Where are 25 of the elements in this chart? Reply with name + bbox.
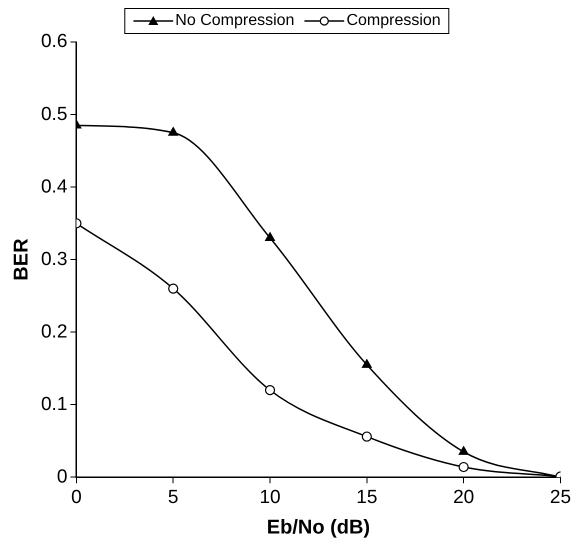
point [458, 446, 469, 455]
y-tick-label: 0.3 [40, 248, 68, 270]
point [264, 385, 276, 396]
point [458, 462, 469, 472]
x-tick-label: 25 [550, 486, 572, 508]
y-tick-label: 0 [56, 466, 68, 488]
x-tick-label: 15 [356, 486, 378, 508]
y-tick-label: 0.1 [40, 394, 68, 415]
x-tick-label: 10 [259, 486, 281, 508]
y-tick-label: 0.2 [40, 321, 68, 342]
point [362, 359, 372, 368]
y-axis-title: BER [10, 238, 33, 281]
y-tick-label: 0.5 [40, 104, 68, 125]
point [168, 284, 178, 294]
x-tick-label: 5 [168, 486, 179, 508]
x-tick-label: 20 [453, 486, 474, 508]
y-tick-label: 0.6 [40, 31, 68, 52]
y-tick-label: 0.4 [40, 176, 68, 198]
point [168, 127, 178, 136]
x-tick-label: 0 [71, 486, 82, 508]
point [265, 232, 275, 241]
legend-label: Compression [346, 12, 441, 30]
x-axis-title: Eb/No (dB) [266, 516, 370, 539]
legend-label: No Compression [175, 12, 294, 30]
point [362, 431, 372, 442]
